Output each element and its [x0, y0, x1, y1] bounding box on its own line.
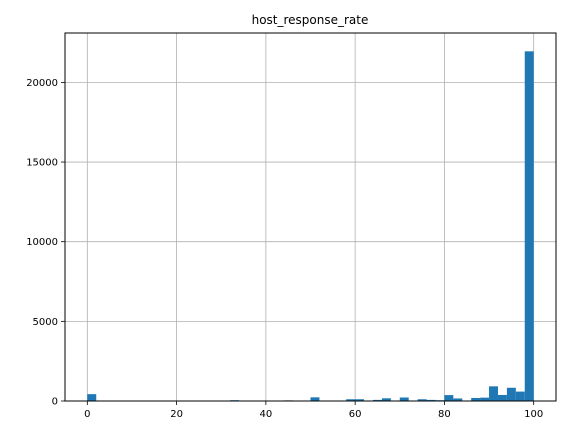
y-tick-label: 10000	[26, 237, 58, 248]
histogram-bar	[471, 397, 481, 401]
histogram-bars	[87, 51, 534, 402]
histogram-bar	[515, 391, 525, 401]
plot-frame	[64, 32, 557, 402]
x-tick-label: 60	[349, 409, 362, 420]
histogram-bar	[372, 399, 382, 401]
histogram-bar	[506, 387, 516, 401]
histogram-bar	[310, 397, 320, 401]
histogram-bar	[480, 397, 490, 401]
x-tick-label: 20	[170, 409, 183, 420]
y-tick-label: 20000	[26, 78, 58, 89]
y-tick-label: 0	[52, 397, 58, 408]
y-axis: 0 5000 10000 15000 20000	[26, 78, 65, 408]
x-tick-label: 80	[438, 409, 451, 420]
y-tick-label: 5000	[33, 317, 58, 328]
x-tick-label: 40	[259, 409, 272, 420]
histogram-bar	[346, 399, 356, 401]
histogram-bar	[524, 51, 534, 402]
histogram-bar	[426, 399, 436, 401]
x-tick-label: 100	[524, 409, 543, 420]
histogram-bar	[497, 394, 507, 401]
histogram-bar	[87, 394, 97, 401]
histogram-bar	[453, 398, 463, 401]
y-tick-label: 15000	[26, 158, 58, 169]
histogram-bar	[444, 395, 454, 401]
histogram-bar	[489, 386, 498, 401]
histogram-bar	[381, 398, 391, 401]
chart-title: host_response_rate	[252, 13, 369, 27]
histogram-bar	[399, 397, 409, 401]
x-axis: 0 20 40 60 80 100	[84, 401, 543, 420]
histogram-bar	[355, 399, 365, 401]
histogram-bar	[417, 399, 427, 401]
x-tick-label: 0	[84, 409, 90, 420]
